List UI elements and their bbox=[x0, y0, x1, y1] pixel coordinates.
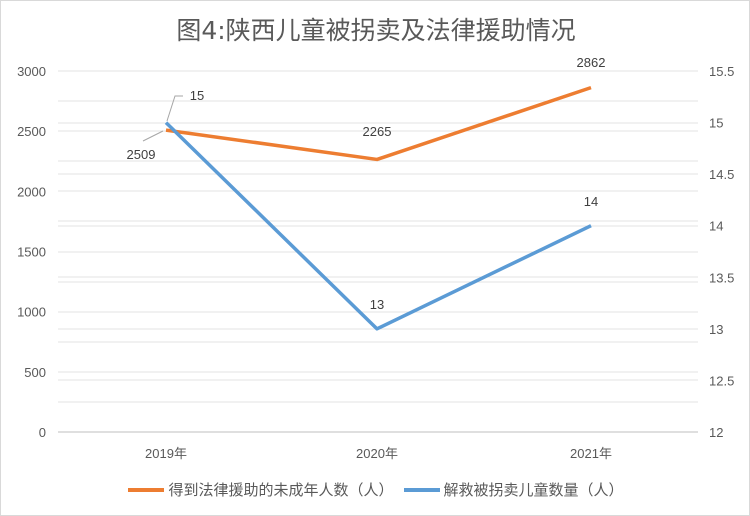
data-label: 13 bbox=[370, 297, 384, 312]
data-label: 2265 bbox=[363, 124, 392, 139]
leader-line bbox=[142, 130, 164, 142]
left-tick-label: 2500 bbox=[17, 124, 46, 139]
legend-label: 解救被拐卖儿童数量（人） bbox=[443, 481, 624, 499]
legend-swatch-orange bbox=[128, 487, 165, 492]
right-tick-label: 12 bbox=[709, 425, 723, 440]
right-tick-label: 14.5 bbox=[709, 167, 734, 182]
left-tick-label: 0 bbox=[39, 425, 46, 440]
legend-label: 得到法律援助的未成年人数（人） bbox=[168, 481, 394, 499]
x-tick-label: 2019年 bbox=[145, 446, 187, 461]
leader-line bbox=[166, 95, 183, 122]
right-tick-label: 15 bbox=[709, 116, 723, 131]
left-tick-label: 1000 bbox=[17, 305, 46, 320]
x-tick-label: 2021年 bbox=[570, 446, 612, 461]
right-tick-label: 15.5 bbox=[709, 64, 734, 79]
left-tick-label: 500 bbox=[24, 365, 46, 380]
x-tick-label: 2020年 bbox=[356, 446, 398, 461]
right-tick-label: 13.5 bbox=[709, 270, 734, 285]
left-tick-label: 2000 bbox=[17, 184, 46, 199]
data-label: 14 bbox=[584, 194, 598, 209]
data-label: 2509 bbox=[127, 147, 156, 162]
left-tick-label: 3000 bbox=[17, 64, 46, 79]
legend: 得到法律援助的未成年人数（人） 解救被拐卖儿童数量（人） bbox=[1, 479, 749, 500]
legend-item-rescued: 解救被拐卖儿童数量（人） bbox=[403, 479, 624, 500]
right-tick-label: 13 bbox=[709, 322, 723, 337]
data-label: 2862 bbox=[577, 55, 606, 70]
legend-swatch-blue bbox=[403, 487, 440, 492]
right-tick-label: 12.5 bbox=[709, 373, 734, 388]
right-tick-label: 14 bbox=[709, 219, 723, 234]
chart-title: 图4:陕西儿童被拐卖及法律援助情况 bbox=[176, 16, 576, 45]
left-tick-label: 1500 bbox=[17, 245, 46, 260]
legend-item-legal-aid: 得到法律援助的未成年人数（人） bbox=[128, 479, 394, 500]
data-label: 15 bbox=[190, 88, 204, 103]
